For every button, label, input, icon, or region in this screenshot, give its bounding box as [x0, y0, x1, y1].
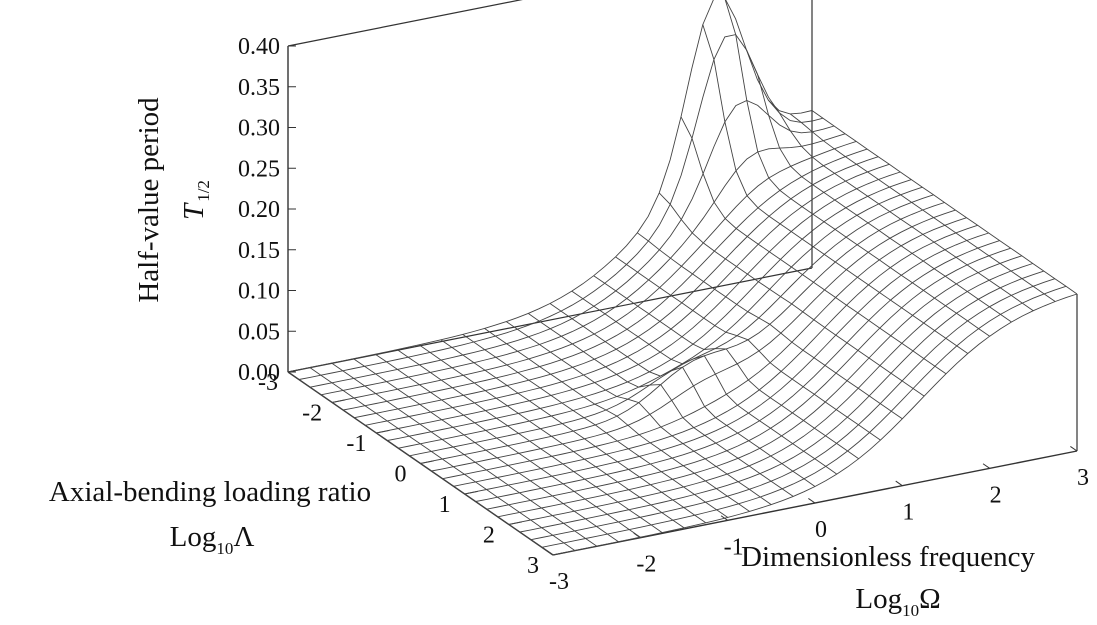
mesh-line-lambda [475, 240, 1000, 502]
mesh-line-lambda [464, 232, 989, 495]
mesh-line-lambda [508, 263, 1033, 525]
lambda-tick-label: 1 [439, 492, 451, 518]
z-axis-symbol: T1/2 [178, 180, 213, 220]
y-axis-log-label: Log10Ω [855, 583, 940, 620]
mesh-line-omega [571, 290, 838, 475]
mesh-line-omega [396, 349, 663, 533]
mesh-line-omega [353, 358, 619, 543]
omega-tick-label: 0 [815, 517, 827, 543]
mesh-line-lambda [398, 186, 923, 449]
z-symbol-main: T [178, 202, 210, 220]
mesh-line-omega [418, 344, 685, 529]
mesh-line-omega [724, 0, 990, 337]
mesh-line-lambda [541, 285, 1067, 548]
z-tick-label: 0.00 [238, 360, 280, 386]
mesh-line-lambda [365, 163, 890, 426]
omega-tick-label: 3 [1077, 465, 1089, 491]
mesh-line-omega [309, 367, 576, 551]
mesh-line-omega [811, 110, 1078, 295]
z-tick-label: 0.30 [238, 116, 280, 142]
mesh-line-omega [680, 116, 947, 375]
mesh-line-lambda [486, 247, 1011, 510]
omega-tick-mark [982, 463, 990, 469]
mesh-line-omega [637, 232, 903, 420]
tick-labels: 0.00 0.05 0.10 0.15 0.20 0.25 0.30 0.35 0.40 -3 -2… [238, 34, 1089, 595]
x-axis-label: Axial-bending loading ratio [49, 476, 371, 508]
z-axis-label: Half-value period [133, 97, 165, 303]
mesh-line-omega [440, 339, 707, 524]
mesh-line-lambda [453, 224, 978, 487]
omega-tick-label: 1 [902, 500, 914, 526]
z-tick-label: 0.25 [238, 156, 280, 182]
surface-mesh [287, 0, 1078, 556]
mesh-line-lambda [420, 202, 945, 464]
x-log-main: Log [170, 521, 217, 553]
lambda-tick-label: 0 [395, 462, 407, 488]
omega-tick-label: -3 [549, 569, 569, 595]
mesh-line-omega [593, 275, 859, 460]
mesh-line-omega [287, 371, 554, 556]
omega-tick-mark [895, 480, 903, 487]
mesh-line-omega [615, 256, 881, 441]
mesh-line-omega [702, 24, 969, 354]
lambda-tick-label: -3 [258, 370, 278, 396]
mesh-line-lambda [387, 179, 912, 441]
mesh-line-omega [462, 334, 728, 518]
mesh-line-omega [331, 362, 597, 547]
mesh-line-omega [527, 313, 794, 497]
omega-tick-mark [1070, 446, 1078, 452]
mesh-line-lambda [552, 293, 1078, 556]
lambda-tick-label: 3 [527, 553, 539, 579]
mesh-line-omega [506, 321, 772, 505]
mesh-line-lambda [442, 217, 967, 480]
mesh-line-omega [658, 192, 925, 397]
mesh-line-omega [767, 99, 1034, 312]
z-tick-label: 0.10 [238, 279, 280, 305]
omega-tick-label: 2 [990, 482, 1002, 508]
omega-tick-label: -2 [636, 552, 656, 578]
mesh-line-lambda [431, 209, 956, 472]
z-symbol-sub: 1/2 [194, 180, 213, 202]
mesh-line-omega [549, 303, 816, 487]
z-tick-label: 0.35 [238, 75, 280, 101]
axis-labels: Half-value period T1/2 Axial-bending loa… [49, 97, 1036, 620]
mesh-line-lambda [343, 148, 868, 411]
z-tick-label: 0.05 [238, 319, 280, 345]
omega-tick-mark [808, 498, 816, 504]
lambda-tick-label: -2 [302, 401, 322, 427]
y-log-main: Log [855, 583, 902, 615]
lambda-tick-label: 2 [483, 523, 495, 549]
y-log-sub: 10 [902, 601, 919, 620]
y-axis-label: Dimensionless frequency [741, 541, 1035, 573]
lambda-tick-label: -1 [346, 431, 366, 457]
omega-tick-label: -1 [724, 534, 744, 560]
mesh-line-omega [746, 49, 1012, 323]
z-tick-label: 0.40 [238, 34, 280, 60]
mesh-line-lambda [332, 140, 857, 403]
x-log-var: Λ [233, 521, 254, 553]
mesh-line-lambda [354, 156, 879, 419]
x-log-sub: 10 [216, 539, 233, 558]
mesh-line-lambda [530, 278, 1056, 541]
z-tick-label: 0.20 [238, 197, 280, 223]
mesh-line-omega [484, 328, 750, 512]
mesh-line-omega [789, 113, 1056, 302]
mesh-line-omega [375, 353, 641, 538]
back-top-line [287, 0, 523, 47]
x-axis-log-label: Log10Λ [170, 521, 255, 558]
y-log-var: Ω [919, 583, 941, 615]
z-tick-label: 0.15 [238, 238, 280, 264]
